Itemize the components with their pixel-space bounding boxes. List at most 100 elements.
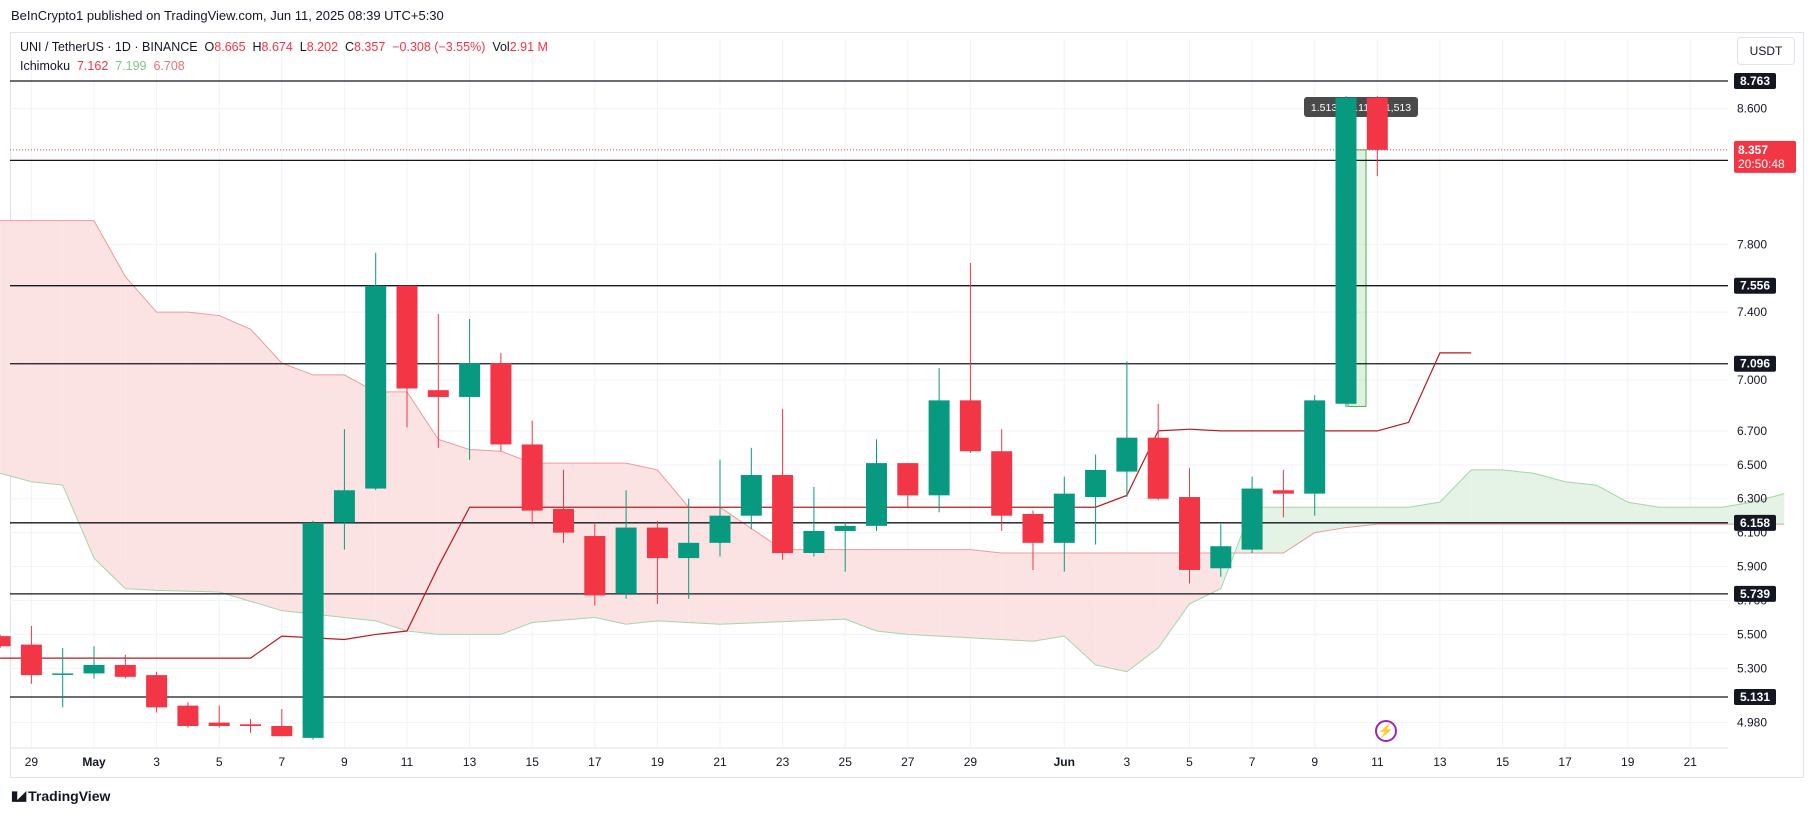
kumo-segment bbox=[1377, 507, 1409, 525]
candle-body bbox=[897, 463, 919, 496]
ohlc-legend: UNI / TetherUS · 1D · BINANCE O8.665 H8.… bbox=[20, 40, 548, 54]
countdown-label: 20:50:48 bbox=[1738, 157, 1785, 171]
price-tick-label: 5.900 bbox=[1737, 560, 1767, 574]
level-tag-bg bbox=[1734, 514, 1776, 531]
candle-body bbox=[709, 515, 731, 543]
time-tick-label: 13 bbox=[1433, 755, 1447, 769]
level-tag-bg bbox=[1734, 585, 1776, 602]
kumo-segment bbox=[469, 449, 501, 635]
time-tick-label: 7 bbox=[1249, 755, 1256, 769]
time-tick-label: 29 bbox=[25, 755, 39, 769]
ichimoku-value-2: 7.199 bbox=[115, 59, 147, 73]
tradingview-wordmark: TradingView bbox=[28, 788, 111, 804]
price-tick-label: 6.700 bbox=[1737, 424, 1767, 438]
volume-value: 2.91 M bbox=[509, 40, 548, 54]
kumo-segment bbox=[657, 469, 689, 623]
kumo-segment bbox=[94, 220, 126, 589]
level-tag-label: 5.739 bbox=[1740, 587, 1770, 601]
price-tick-label: 6.500 bbox=[1737, 458, 1767, 472]
time-axis: 29 May 3 5 7 9 11 13 15 17 19 21 23 25 27 29 Jun 3 5 7 9 11 13… bbox=[10, 747, 1728, 769]
kumo-segment bbox=[1001, 553, 1033, 642]
candle-body bbox=[834, 525, 856, 531]
candle-body bbox=[959, 400, 981, 452]
lightning-event-icon[interactable]: ⚡ bbox=[1375, 720, 1397, 742]
kumo-segment bbox=[125, 276, 157, 591]
candle-body bbox=[1085, 469, 1107, 498]
candle-body bbox=[20, 644, 42, 676]
candle-body bbox=[1147, 437, 1169, 499]
level-tag-label: 5.131 bbox=[1740, 690, 1770, 704]
time-tick-label: 17 bbox=[588, 755, 602, 769]
candles bbox=[0, 96, 1388, 740]
candle-body bbox=[177, 705, 199, 727]
candle-body bbox=[365, 285, 387, 489]
close-label: C bbox=[344, 40, 354, 54]
candle-body bbox=[52, 673, 74, 675]
candle-body bbox=[991, 451, 1013, 516]
time-tick-label: 21 bbox=[1684, 755, 1698, 769]
time-tick-label: 5 bbox=[1186, 755, 1193, 769]
candle-body bbox=[146, 675, 168, 708]
change-value: −0.308 (−3.55%) bbox=[392, 40, 486, 54]
high-label: H bbox=[252, 40, 262, 54]
kumo-segment bbox=[970, 549, 1002, 640]
candle-body bbox=[208, 722, 230, 727]
level-tag-label: 7.096 bbox=[1740, 357, 1770, 371]
level-tag-bg bbox=[1734, 689, 1776, 705]
price-tick-label: 7.000 bbox=[1737, 373, 1767, 387]
symbol-label[interactable]: UNI / TetherUS · 1D · BINANCE bbox=[20, 40, 198, 54]
time-tick-label: 19 bbox=[1621, 755, 1635, 769]
kumo-segment bbox=[1439, 469, 1472, 525]
ichimoku-value-1: 7.162 bbox=[76, 59, 109, 73]
candle-body bbox=[1304, 400, 1326, 494]
kumo-segment bbox=[782, 549, 846, 622]
time-tick-label: 15 bbox=[526, 755, 540, 769]
candle-body bbox=[396, 285, 418, 389]
tradingview-mark-icon: ▮◢ bbox=[11, 788, 26, 803]
currency-button[interactable]: USDT bbox=[1737, 37, 1795, 65]
time-tick-label: Jun bbox=[1054, 755, 1075, 769]
candle-body bbox=[928, 400, 950, 496]
high-value: 8.674 bbox=[261, 40, 293, 54]
close-value: 8.357 bbox=[354, 40, 386, 54]
candle-body bbox=[1179, 497, 1200, 570]
kumo-segment bbox=[250, 329, 282, 611]
kumo-segment bbox=[1095, 553, 1127, 672]
time-tick-label: 21 bbox=[713, 755, 727, 769]
candle-body bbox=[803, 530, 825, 554]
candle-body bbox=[490, 363, 512, 445]
time-tick-label: 23 bbox=[776, 755, 790, 769]
candle-body bbox=[678, 542, 700, 559]
price-tick-label: 8.600 bbox=[1737, 102, 1767, 116]
time-tick-label: 29 bbox=[964, 755, 978, 769]
candle-body bbox=[1241, 488, 1263, 550]
measure-tool: 1.513 (22.11%) 1,513 bbox=[1304, 97, 1418, 407]
kumo-segment bbox=[187, 312, 220, 593]
kumo-segment bbox=[31, 220, 63, 486]
kumo-segment bbox=[1033, 553, 1065, 642]
kumo-segment bbox=[219, 315, 251, 602]
candle-body bbox=[615, 527, 637, 594]
measure-label: 1.513 (22.11%) 1,513 bbox=[1311, 102, 1411, 114]
candle-body bbox=[1116, 437, 1138, 472]
measure-label-bg bbox=[1304, 97, 1418, 117]
kumo-segment bbox=[1158, 553, 1190, 648]
price-tick-label: 7.800 bbox=[1737, 237, 1767, 251]
kumo-segment bbox=[1565, 481, 1597, 525]
candle-body bbox=[1022, 513, 1044, 543]
candle-body bbox=[1366, 97, 1388, 150]
level-tag-bg bbox=[1734, 277, 1776, 294]
tradingview-logo[interactable]: ▮◢ TradingView bbox=[11, 788, 110, 804]
candle-body bbox=[333, 490, 355, 523]
ichimoku-label[interactable]: Ichimoku bbox=[20, 59, 71, 73]
kumo-segment bbox=[1126, 553, 1159, 672]
level-tag-bg bbox=[1734, 73, 1776, 89]
kumo-segment bbox=[1659, 507, 1722, 525]
time-tick-label: 3 bbox=[153, 755, 160, 769]
current-price-label: 8.357 bbox=[1738, 143, 1768, 157]
ichimoku-cloud bbox=[0, 220, 1785, 673]
ichimoku-legend: Ichimoku 7.162 7.199 6.708 bbox=[20, 59, 185, 73]
candle-body bbox=[740, 474, 762, 516]
kumo-segment bbox=[845, 549, 877, 632]
